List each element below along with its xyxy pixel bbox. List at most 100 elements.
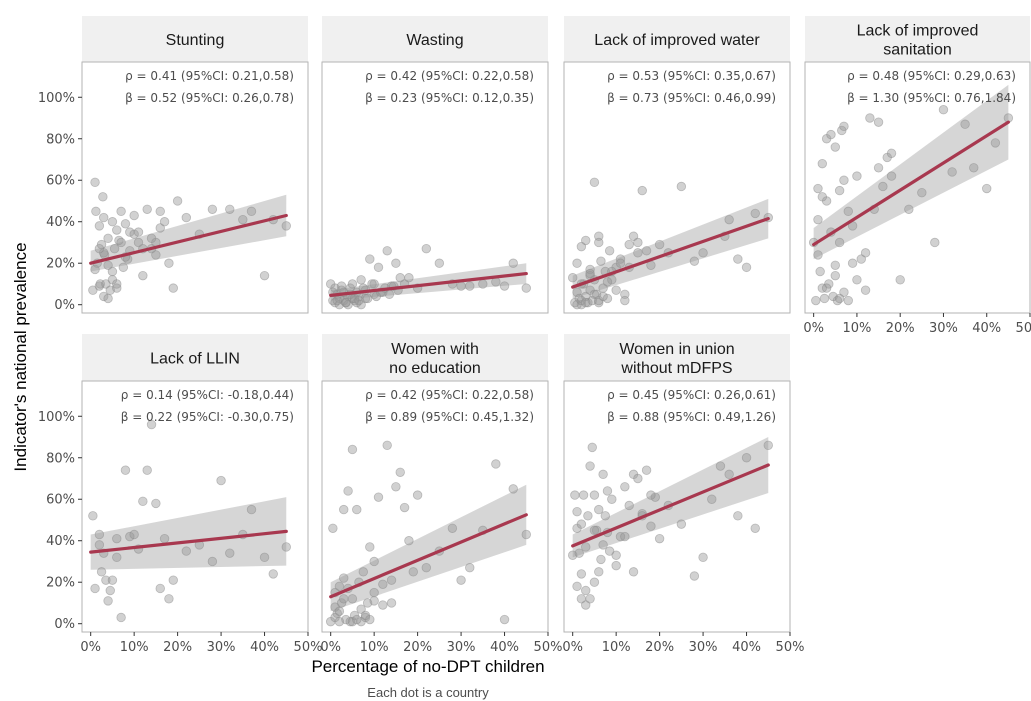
data-point (151, 498, 161, 509)
x-tick-label: 10% (360, 640, 389, 655)
data-point (585, 461, 595, 471)
data-point (598, 469, 608, 480)
data-point (328, 523, 338, 533)
data-point (116, 237, 126, 248)
data-point (707, 494, 717, 504)
data-point (94, 540, 105, 550)
regression-line (329, 513, 528, 599)
data-point (168, 283, 178, 293)
y-tick-label: 60% (46, 174, 75, 189)
data-point (159, 533, 170, 544)
panel-title: Women with (391, 341, 479, 358)
data-point (207, 204, 218, 214)
y-tick-label: 20% (46, 576, 75, 591)
x-tick-label: 0% (320, 640, 341, 655)
data-point (581, 600, 591, 610)
panel-border (804, 61, 1031, 314)
data-point (860, 285, 871, 295)
data-point (116, 612, 126, 623)
data-point (819, 293, 830, 304)
panel-title: Wasting (406, 32, 463, 49)
data-point (633, 473, 643, 484)
data-point (112, 225, 122, 235)
data-point (821, 283, 832, 293)
data-point (589, 525, 600, 536)
data-point (641, 465, 652, 475)
data-point (733, 254, 743, 264)
panel-5: Lack of LLIN ρ = 0.14 (95%CI: -0.18,0.44)… (38, 334, 322, 655)
data-point (938, 105, 949, 115)
panel-3: Lack of improved water ρ = 0.53 (95%CI: 0… (563, 16, 791, 314)
data-point (103, 293, 113, 304)
panel-strip (82, 334, 308, 381)
rho-annotation: ρ = 0.45 (95%CI: 0.26,0.61) (607, 388, 776, 402)
data-point (404, 273, 414, 283)
beta-annotation: β = 0.52 (95%CI: 0.26,0.78) (125, 91, 294, 105)
rho-annotation: ρ = 0.48 (95%CI: 0.29,0.63) (847, 69, 1016, 83)
data-point (698, 248, 708, 258)
data-point (724, 469, 734, 480)
data-point (356, 275, 366, 285)
data-point (637, 185, 647, 196)
data-point (151, 250, 161, 260)
data-point (352, 504, 362, 515)
panel-1: Stunting ρ = 0.41 (95%CI: 0.21,0.58) β = 0… (38, 16, 309, 314)
data-point (105, 585, 115, 596)
y-tick-label: 20% (46, 257, 75, 272)
data-point (365, 614, 375, 625)
data-point (133, 227, 144, 237)
y-tick-label: 80% (46, 132, 75, 147)
panel-title: no education (389, 360, 481, 377)
data-point (873, 117, 884, 127)
data-point (120, 219, 131, 229)
data-point (860, 248, 871, 258)
data-point (107, 575, 118, 585)
data-point (386, 575, 397, 585)
data-point (456, 281, 466, 291)
data-point (116, 206, 126, 217)
panel-7: Women in union without mDFPS ρ = 0.45 (95%… (562, 334, 804, 655)
data-point (146, 233, 157, 244)
data-point (399, 502, 410, 513)
data-point (238, 214, 248, 225)
data-point (620, 531, 630, 542)
data-point (362, 293, 373, 304)
data-point (930, 237, 940, 248)
y-tick-label: 80% (46, 451, 75, 466)
y-tick-label: 0% (54, 617, 75, 632)
data-point (334, 606, 345, 616)
panel-border (563, 380, 791, 633)
y-tick-label: 0% (54, 298, 75, 313)
data-point (596, 554, 606, 565)
y-tick-label: 100% (38, 410, 75, 425)
data-point (969, 163, 979, 173)
data-point (611, 550, 621, 560)
data-point (813, 214, 823, 225)
panel-title: Lack of improved water (594, 32, 760, 49)
data-point (168, 575, 178, 585)
data-point (341, 297, 351, 308)
data-point (365, 542, 375, 552)
data-point (600, 511, 610, 521)
data-point (676, 181, 687, 192)
panel-title: sanitation (883, 42, 952, 59)
data-point (508, 258, 518, 268)
beta-annotation: β = 1.30 (95%CI: 0.76,1.84) (847, 91, 1016, 105)
data-point (421, 243, 432, 254)
data-point (843, 206, 853, 217)
data-point (607, 494, 617, 504)
data-point (873, 163, 884, 173)
data-point (852, 275, 862, 285)
panel-strip (322, 16, 548, 62)
data-point (91, 206, 101, 217)
data-point (741, 453, 752, 463)
data-point (654, 239, 665, 250)
data-point (465, 562, 475, 573)
data-point (895, 275, 905, 285)
data-point (811, 295, 821, 306)
data-point (112, 552, 122, 563)
data-point (960, 119, 970, 129)
data-point (834, 185, 845, 196)
confidence-band (813, 84, 1009, 260)
data-point (602, 277, 613, 287)
